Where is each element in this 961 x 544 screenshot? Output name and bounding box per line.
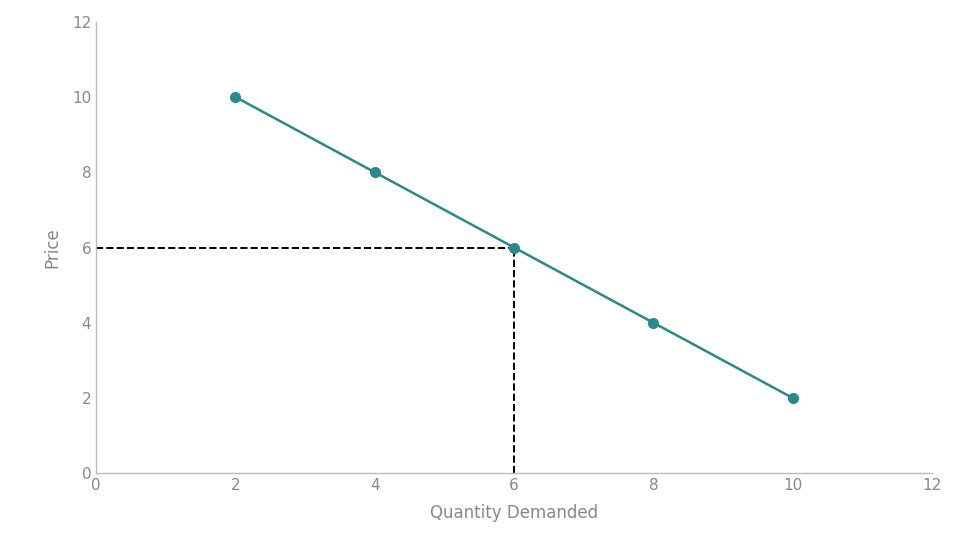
Y-axis label: Price: Price [43,227,61,268]
X-axis label: Quantity Demanded: Quantity Demanded [431,504,598,522]
